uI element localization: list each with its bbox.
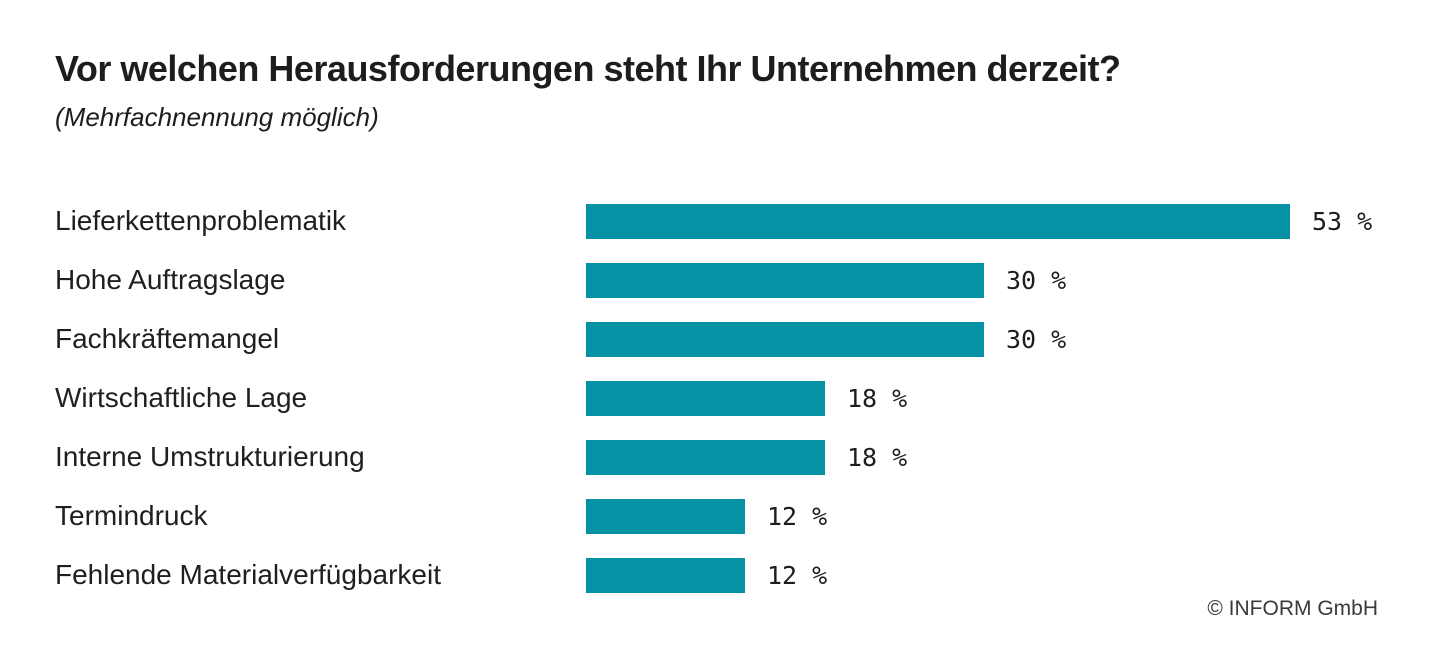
bar-rows: Lieferkettenproblematik 53 % Hohe Auftrags… [55, 192, 1441, 605]
bar-area: 30 % [586, 310, 1441, 369]
value-label: 18 % [847, 442, 908, 472]
category-label: Interne Umstrukturierung [55, 441, 365, 473]
category-label: Hohe Auftragslage [55, 264, 286, 296]
value-label: 12 % [767, 501, 828, 531]
value-label: 53 % [1312, 206, 1373, 236]
bar-area: 18 % [586, 369, 1441, 428]
bar-row: Fehlende Materialverfügbarkeit 12 % [55, 546, 1441, 605]
bar-row: Lieferkettenproblematik 53 % [55, 192, 1441, 251]
bar-row: Wirtschaftliche Lage 18 % [55, 369, 1441, 428]
value-label: 30 % [1006, 324, 1067, 354]
bar-area: 12 % [586, 487, 1441, 546]
bar [586, 203, 1290, 239]
bar-area: 18 % [586, 428, 1441, 487]
value-label: 12 % [767, 560, 828, 590]
copyright-credit: © INFORM GmbH [1207, 597, 1378, 620]
bar-row: Hohe Auftragslage 30 % [55, 251, 1441, 310]
value-label: 18 % [847, 383, 908, 413]
bar [586, 380, 825, 416]
bar [586, 262, 984, 298]
bar-area: 12 % [586, 546, 1441, 605]
bar-row: Interne Umstrukturierung 18 % [55, 428, 1441, 487]
bar-row: Fachkräftemangel 30 % [55, 310, 1441, 369]
bar [586, 321, 984, 357]
category-label: Fehlende Materialverfügbarkeit [55, 559, 441, 591]
bar [586, 439, 825, 475]
bar-row: Termindruck 12 % [55, 487, 1441, 546]
chart-subtitle: (Mehrfachnennung möglich) [55, 102, 379, 133]
category-label: Termindruck [55, 500, 208, 532]
bar [586, 498, 745, 534]
value-label: 30 % [1006, 265, 1067, 295]
bar-area: 30 % [586, 251, 1441, 310]
bar-area: 53 % [586, 192, 1441, 251]
chart-title: Vor welchen Herausforderungen steht Ihr … [55, 48, 1121, 89]
category-label: Wirtschaftliche Lage [55, 382, 308, 414]
category-label: Fachkräftemangel [55, 323, 280, 355]
category-label: Lieferkettenproblematik [55, 205, 347, 237]
bar [586, 557, 745, 593]
